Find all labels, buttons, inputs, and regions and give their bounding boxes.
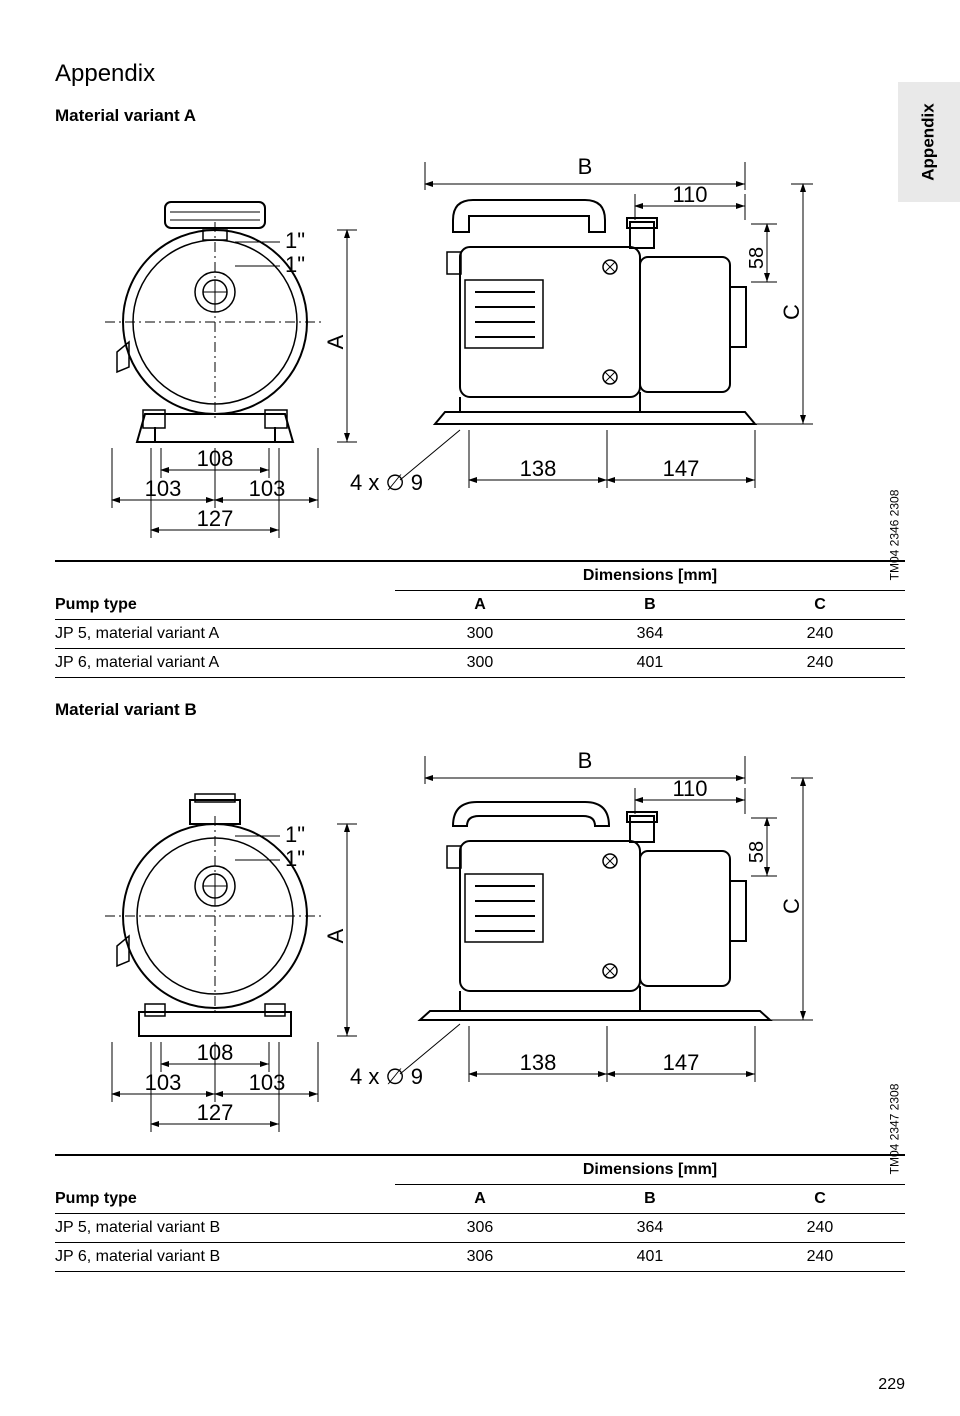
svg-text:58: 58 — [746, 247, 768, 269]
table-cell: 300 — [395, 620, 565, 649]
side-tab-label: Appendix — [919, 103, 939, 180]
table-cell: 364 — [565, 1214, 735, 1243]
table-dims-header: Dimensions [mm] — [395, 1155, 905, 1185]
table-cell: 240 — [735, 620, 905, 649]
table-row: JP 5, material variant A — [55, 620, 395, 649]
svg-text:C: C — [779, 898, 804, 914]
svg-text:103: 103 — [249, 476, 286, 501]
svg-text:103: 103 — [145, 1070, 182, 1095]
svg-text:138: 138 — [520, 456, 557, 481]
svg-text:1": 1" — [285, 822, 305, 847]
page-number: 229 — [878, 1376, 905, 1394]
variant-a-table: Pump type Dimensions [mm] A B C JP 5, ma… — [55, 560, 905, 678]
svg-text:58: 58 — [746, 841, 768, 863]
svg-text:103: 103 — [249, 1070, 286, 1095]
svg-text:1": 1" — [285, 846, 305, 871]
svg-text:1": 1" — [285, 252, 305, 277]
svg-text:110: 110 — [672, 776, 707, 801]
table-cell: 306 — [395, 1214, 565, 1243]
variant-a-subtitle: Material variant A — [55, 106, 905, 126]
svg-text:1": 1" — [285, 228, 305, 253]
page-title: Appendix — [55, 60, 905, 88]
table-cell: 306 — [395, 1243, 565, 1272]
svg-text:147: 147 — [663, 1050, 700, 1075]
side-tab: Appendix — [898, 82, 960, 202]
table-cell: 240 — [735, 649, 905, 678]
svg-text:B: B — [578, 154, 593, 179]
table-pump-header: Pump type — [55, 1155, 395, 1214]
table-pump-header: Pump type — [55, 561, 395, 620]
table-cell: 300 — [395, 649, 565, 678]
table-col-b: B — [565, 591, 735, 620]
variant-b-subtitle: Material variant B — [55, 700, 905, 720]
table-col-b: B — [565, 1185, 735, 1214]
table-col-a: A — [395, 1185, 565, 1214]
table-col-c: C — [735, 591, 905, 620]
svg-text:4 x ∅ 9: 4 x ∅ 9 — [350, 470, 423, 495]
variant-b-diagram: 1" 1" A 108 103 103 — [55, 736, 905, 1146]
svg-text:C: C — [779, 304, 804, 320]
table-col-a: A — [395, 591, 565, 620]
table-cell: 401 — [565, 649, 735, 678]
svg-text:110: 110 — [672, 182, 707, 207]
svg-text:127: 127 — [197, 1100, 234, 1125]
table-cell: 240 — [735, 1214, 905, 1243]
table-row: JP 6, material variant A — [55, 649, 395, 678]
svg-text:4 x ∅ 9: 4 x ∅ 9 — [350, 1064, 423, 1089]
variant-b-figure-ref: TM04 2347 2308 — [888, 1084, 902, 1175]
table-row: JP 5, material variant B — [55, 1214, 395, 1243]
table-row: JP 6, material variant B — [55, 1243, 395, 1272]
table-col-c: C — [735, 1185, 905, 1214]
table-cell: 240 — [735, 1243, 905, 1272]
table-cell: 364 — [565, 620, 735, 649]
svg-text:A: A — [323, 334, 348, 349]
table-dims-header: Dimensions [mm] — [395, 561, 905, 591]
variant-a-diagram: 1" 1" A 108 103 103 — [55, 142, 905, 552]
variant-b-table: Pump type Dimensions [mm] A B C JP 5, ma… — [55, 1154, 905, 1272]
variant-a-figure-ref: TM04 2346 2308 — [888, 490, 902, 581]
svg-text:103: 103 — [145, 476, 182, 501]
svg-text:147: 147 — [663, 456, 700, 481]
table-cell: 401 — [565, 1243, 735, 1272]
svg-text:138: 138 — [520, 1050, 557, 1075]
svg-text:B: B — [578, 748, 593, 773]
svg-text:127: 127 — [197, 506, 234, 531]
svg-text:A: A — [323, 928, 348, 943]
